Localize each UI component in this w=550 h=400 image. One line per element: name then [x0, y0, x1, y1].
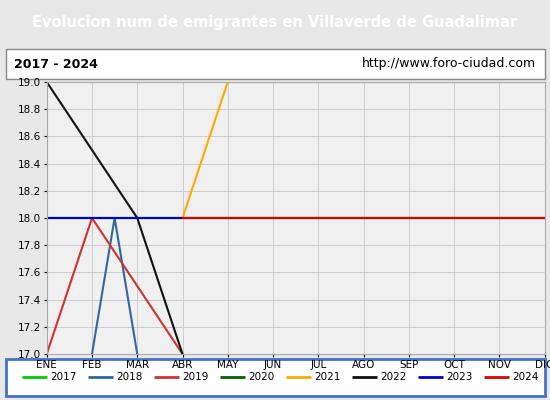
Text: 2023: 2023 [447, 372, 473, 382]
Text: 2022: 2022 [381, 372, 407, 382]
Text: Evolucion num de emigrantes en Villaverde de Guadalimar: Evolucion num de emigrantes en Villaverd… [32, 16, 518, 30]
Text: 2017: 2017 [51, 372, 77, 382]
Text: 2021: 2021 [315, 372, 341, 382]
Text: 2018: 2018 [117, 372, 143, 382]
Text: http://www.foro-ciudad.com: http://www.foro-ciudad.com [362, 58, 536, 70]
Text: 2017 - 2024: 2017 - 2024 [14, 58, 98, 70]
Text: 2020: 2020 [249, 372, 275, 382]
FancyBboxPatch shape [6, 48, 544, 80]
Text: 2024: 2024 [513, 372, 539, 382]
Text: 2019: 2019 [183, 372, 209, 382]
FancyBboxPatch shape [6, 358, 544, 396]
